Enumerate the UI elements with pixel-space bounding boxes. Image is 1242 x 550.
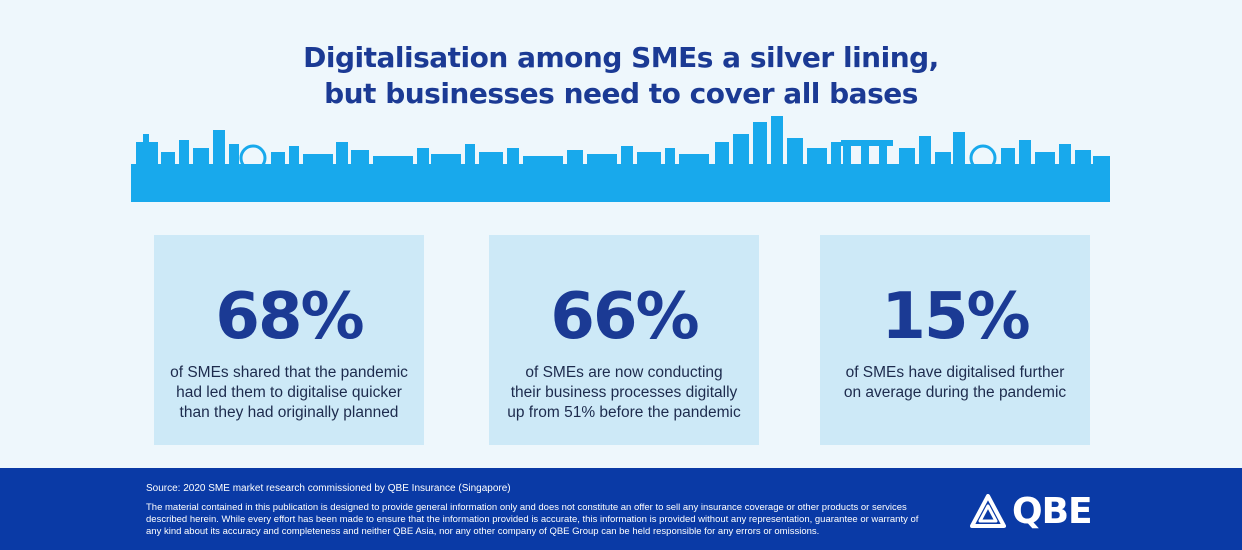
footer: Source: 2020 SME market research commiss… bbox=[0, 468, 1242, 550]
disclaimer-text: The material contained in this publicati… bbox=[146, 502, 919, 537]
stat-value: 66% bbox=[550, 280, 699, 354]
qbe-triangle-logo-icon bbox=[970, 494, 1006, 528]
qbe-logo: QBE bbox=[970, 491, 1093, 532]
logo-wordmark: QBE bbox=[1012, 491, 1093, 532]
stat-card-2: 66% of SMEs are now conducting their bus… bbox=[489, 235, 759, 445]
stat-card-1: 68% of SMEs shared that the pandemic had… bbox=[154, 235, 424, 445]
source-note: Source: 2020 SME market research commiss… bbox=[146, 483, 511, 494]
stat-card-3: 15% of SMEs have digitalised further on … bbox=[820, 235, 1090, 445]
city-skyline-illustration bbox=[131, 116, 1110, 202]
stat-description: of SMEs are now conducting their busines… bbox=[507, 364, 741, 421]
stat-description: of SMEs have digitalised further on aver… bbox=[843, 364, 1067, 401]
page-title: Digitalisation among SMEs a silver linin… bbox=[0, 40, 1242, 112]
title-line-2: but businesses need to cover all bases bbox=[324, 77, 918, 110]
title-line-1: Digitalisation among SMEs a silver linin… bbox=[303, 41, 939, 74]
stat-value: 68% bbox=[215, 280, 364, 354]
stat-description: of SMEs shared that the pandemic had led… bbox=[170, 364, 408, 421]
stat-value: 15% bbox=[881, 280, 1030, 354]
